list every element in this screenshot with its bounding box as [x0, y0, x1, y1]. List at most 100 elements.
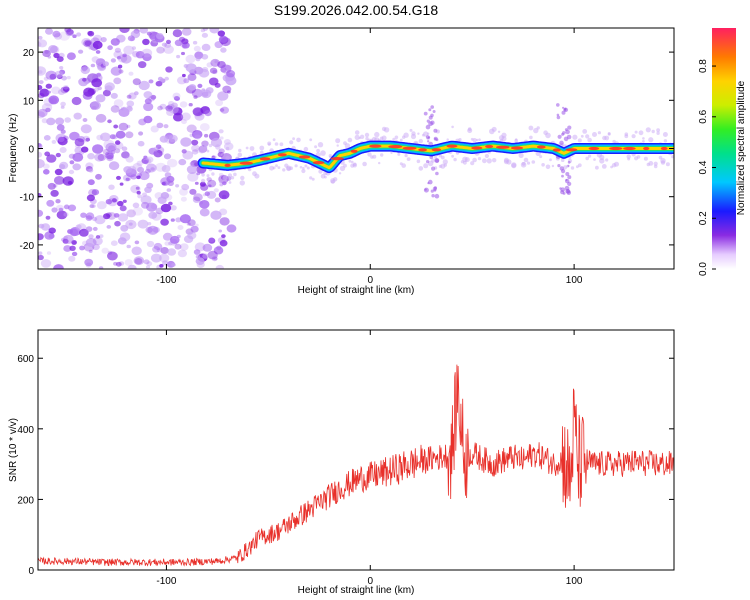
noise-speckle: [141, 48, 153, 58]
noise-speckle: [227, 90, 231, 94]
noise-speckle: [126, 94, 132, 99]
noise-speckle: [159, 103, 167, 110]
ridge-halo: [324, 175, 327, 179]
noise-speckle: [122, 53, 127, 58]
noise-speckle: [156, 46, 165, 54]
noise-speckle: [208, 184, 212, 188]
noise-speckle: [38, 209, 44, 217]
noise-speckle: [69, 160, 75, 165]
noise-speckle: [118, 122, 129, 131]
noise-speckle: [126, 106, 133, 112]
ridge-halo: [401, 163, 407, 168]
noise-speckle: [207, 179, 217, 188]
x-tick-label: -100: [156, 576, 176, 587]
noise-speckle: [38, 70, 43, 74]
noise-speckle: [157, 76, 163, 81]
noise-speckle: [187, 172, 199, 182]
noise-speckle: [67, 204, 77, 212]
noise-speckle: [218, 35, 228, 43]
noise-speckle: [177, 76, 187, 85]
ridge-halo: [399, 138, 403, 142]
ridge-hotspot: [259, 157, 271, 161]
noise-speckle: [110, 240, 118, 246]
noise-speckle: [46, 199, 55, 207]
disturbance-speckle: [556, 113, 560, 117]
noise-speckle: [132, 51, 140, 58]
ridge-halo: [306, 166, 310, 170]
noise-speckle: [152, 147, 159, 152]
noise-speckle: [60, 101, 66, 107]
noise-speckle: [179, 188, 188, 196]
noise-speckle: [213, 188, 219, 193]
noise-speckle: [45, 215, 51, 220]
ridge-halo: [648, 137, 654, 143]
ridge-halo: [541, 163, 545, 167]
noise-speckle: [142, 53, 152, 62]
ridge-halo: [536, 126, 540, 130]
ridge-halo: [475, 138, 479, 142]
noise-speckle: [148, 211, 158, 219]
noise-speckle: [198, 68, 210, 78]
ridge-halo: [397, 152, 401, 156]
ridge-halo: [239, 180, 245, 186]
noise-speckle: [215, 99, 224, 107]
noise-speckle: [102, 89, 111, 97]
noise-speckle: [123, 45, 135, 55]
noise-speckle: [179, 243, 189, 251]
x-tick-label: -100: [156, 275, 176, 286]
noise-speckle: [85, 137, 90, 142]
disturbance-speckle: [565, 172, 570, 176]
disturbance-speckle: [556, 103, 560, 107]
disturbance-speckle: [565, 178, 568, 182]
noise-speckle: [59, 66, 64, 70]
noise-speckle: [38, 233, 44, 241]
noise-speckle: [164, 241, 170, 246]
noise-speckle: [219, 108, 225, 112]
noise-speckle: [213, 256, 218, 261]
noise-speckle: [127, 35, 135, 42]
noise-speckle: [220, 67, 227, 73]
ridge-halo: [316, 148, 320, 153]
noise-speckle: [147, 225, 159, 235]
noise-speckle: [119, 205, 127, 212]
noise-speckle: [125, 155, 134, 163]
ridge-hotspot: [388, 145, 403, 149]
ridge-halo: [277, 166, 281, 170]
ridge-hotspot: [496, 145, 510, 149]
ridge-halo: [477, 157, 482, 161]
disturbance-speckle: [432, 110, 436, 113]
noise-speckle: [88, 249, 93, 253]
colorbar-tick-label: 0.8: [698, 59, 709, 73]
disturbance-speckle: [563, 136, 569, 142]
ridge-halo: [302, 166, 305, 170]
ridge-halo: [577, 163, 582, 168]
disturbance-speckle: [430, 105, 435, 109]
noise-speckle: [82, 77, 87, 82]
disturbance-speckle: [557, 164, 561, 168]
noise-speckle: [192, 196, 201, 203]
noise-speckle: [42, 49, 51, 58]
ridge-halo: [597, 131, 602, 135]
noise-speckle: [138, 61, 147, 69]
noise-speckle: [117, 213, 129, 222]
noise-speckle: [63, 245, 72, 252]
noise-speckle: [179, 101, 188, 108]
noise-speckle: [83, 87, 95, 97]
noise-speckle: [57, 89, 66, 95]
noise-speckle: [38, 35, 43, 40]
ridge-halo: [317, 142, 324, 148]
noise-speckle: [159, 253, 170, 263]
disturbance-speckle: [565, 188, 570, 194]
y-tick-label: 600: [17, 354, 34, 365]
noise-speckle: [92, 236, 103, 246]
noise-speckle: [171, 263, 176, 267]
noise-speckle: [106, 225, 112, 229]
noise-speckle: [189, 188, 197, 195]
noise-speckle: [207, 250, 218, 260]
noise-speckle: [110, 105, 120, 113]
noise-speckle: [125, 219, 137, 230]
noise-speckle: [208, 77, 219, 86]
noise-speckle: [161, 165, 171, 173]
ridge-halo: [572, 134, 578, 140]
ridge-halo: [585, 156, 589, 161]
